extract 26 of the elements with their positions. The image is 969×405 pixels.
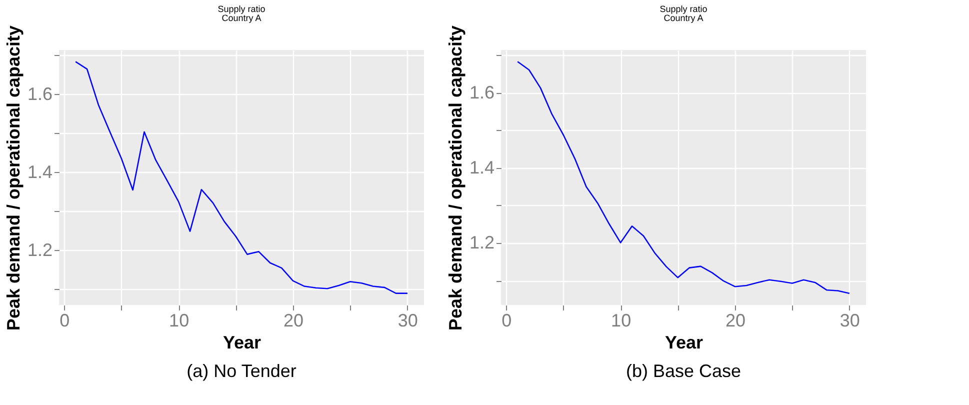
y-tick-label: 1.2: [469, 232, 494, 253]
x-tick-label: 30: [840, 310, 860, 330]
y-axis-title: Peak demand / operational capacity: [445, 25, 466, 331]
x-tick-label: 30: [398, 310, 418, 330]
x-tick-label: 10: [169, 310, 190, 330]
y-tick-label: 1.2: [27, 240, 52, 260]
x-tick-label: 10: [611, 310, 632, 330]
x-tick-label: 0: [60, 310, 70, 330]
y-tick-label: 1.6: [27, 84, 52, 104]
text: (b) Base Case: [626, 361, 742, 381]
x-tick-label: 0: [502, 310, 512, 330]
y-tick-label: 1.4: [469, 157, 494, 178]
y-tick-label: 1.6: [469, 82, 494, 102]
chart-title: Supply ratio: [660, 4, 708, 14]
x-tick-label: 20: [283, 310, 304, 330]
x-tick-label: 20: [725, 310, 746, 330]
x-axis-title: Year: [222, 332, 262, 352]
x-axis-title: Year: [664, 332, 704, 352]
chart-title: Supply ratio: [218, 4, 266, 14]
chart-subtitle: Country A: [222, 12, 262, 23]
y-tick-label: 1.4: [27, 162, 52, 182]
y-axis-title: Peak demand / operational capacity: [3, 25, 24, 331]
line-series: [74, 61, 408, 294]
text: (a) No Tender: [186, 361, 296, 381]
chart-subtitle: Country A: [664, 12, 704, 23]
line-series: [516, 60, 850, 294]
